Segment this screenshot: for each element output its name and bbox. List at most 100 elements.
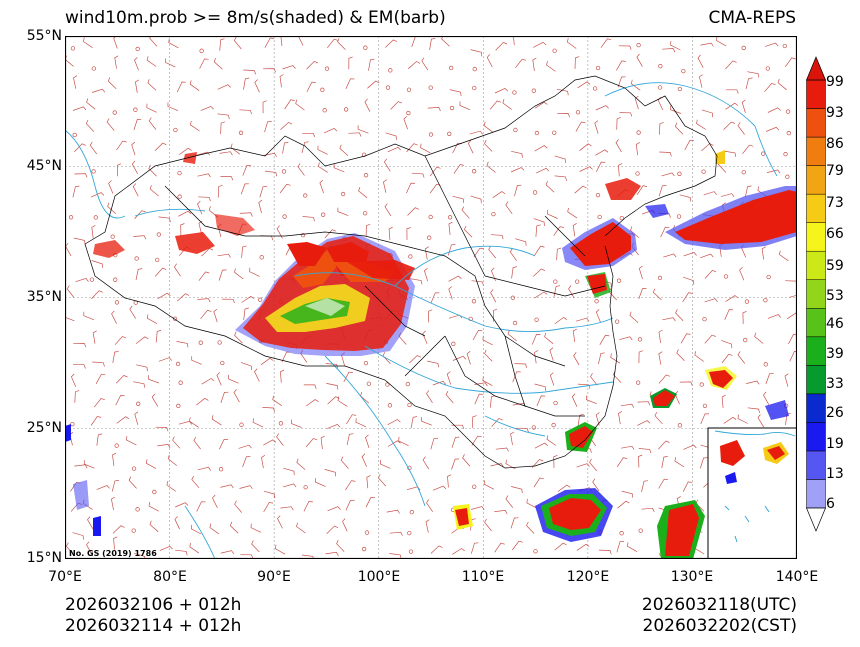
- calm-circle: [635, 380, 641, 385]
- wind-barb: [428, 309, 433, 323]
- calm-circle: [657, 85, 663, 90]
- wind-barb: [629, 311, 639, 323]
- wind-barb: [301, 554, 314, 559]
- colorbar-max-extend: [806, 56, 826, 81]
- wind-barb: [361, 453, 367, 467]
- wind-barb: [263, 439, 277, 446]
- calm-circle: [699, 382, 704, 387]
- wind-barb: [514, 363, 528, 368]
- wind-barb: [339, 144, 349, 157]
- calm-circle: [198, 340, 203, 345]
- wind-barb: [617, 76, 626, 88]
- calm-circle: [300, 232, 306, 238]
- wind-barb: [754, 332, 764, 344]
- wind-barb: [725, 102, 739, 110]
- wind-barb: [175, 502, 189, 508]
- wind-barb: [700, 42, 714, 47]
- calm-circle: [91, 169, 96, 174]
- wind-barb: [116, 140, 127, 151]
- wind-barb: [429, 37, 436, 51]
- wind-barb: [683, 276, 695, 285]
- wind-barb: [92, 330, 97, 344]
- calm-circle: [702, 403, 708, 409]
- wind-barb: [627, 542, 638, 553]
- colorbar-swatch: [806, 479, 826, 509]
- wind-barb: [263, 152, 277, 157]
- wind-barb: [554, 542, 567, 551]
- wind-barb: [213, 57, 223, 70]
- wind-barb: [317, 145, 328, 155]
- wind-barb: [133, 118, 142, 131]
- wind-barb: [83, 460, 95, 469]
- calm-circle: [636, 130, 641, 135]
- wind-barb: [263, 68, 276, 73]
- calm-circle: [114, 443, 119, 448]
- wind-barb: [491, 418, 503, 427]
- wind-barb: [744, 185, 752, 198]
- colorbar-label-53: 53: [826, 288, 844, 304]
- wind-barb: [86, 98, 96, 110]
- calm-circle: [534, 130, 540, 136]
- wind-barb: [553, 454, 558, 468]
- wind-barb: [325, 363, 339, 369]
- wind-barb: [635, 142, 640, 156]
- wind-barb: [534, 383, 547, 391]
- wind-barb: [490, 234, 504, 240]
- wind-barb: [489, 100, 502, 110]
- wind-barb: [242, 165, 251, 176]
- calm-circle: [172, 316, 178, 321]
- wind-barb: [451, 424, 465, 430]
- calm-circle: [743, 337, 748, 343]
- calm-circle: [472, 484, 477, 489]
- wind-barb: [201, 378, 215, 385]
- wind-barb: [510, 431, 515, 445]
- calm-circle: [635, 171, 640, 176]
- wind-barb: [512, 540, 523, 551]
- calm-circle: [218, 467, 224, 472]
- wind-barb: [357, 125, 369, 134]
- wind-barb: [222, 298, 235, 304]
- wind-barb: [674, 122, 684, 135]
- wind-barb: [280, 36, 283, 46]
- wind-barb: [616, 457, 628, 468]
- calm-circle: [177, 170, 182, 176]
- lat-label-45: 45°N: [26, 158, 62, 174]
- wind-barb: [680, 333, 691, 344]
- wind-barb: [615, 139, 622, 153]
- wind-barb: [86, 541, 93, 555]
- wind-barb: [484, 349, 493, 362]
- wind-barb: [217, 84, 231, 90]
- wind-barb: [724, 309, 734, 320]
- wind-barb: [725, 89, 739, 94]
- colorbar-label-6: 6: [826, 496, 835, 512]
- wind-barb: [618, 163, 623, 177]
- wind-barb: [638, 448, 652, 454]
- wind-barb: [379, 459, 391, 469]
- wind-barb: [233, 389, 240, 403]
- wind-barb: [390, 101, 403, 110]
- calm-circle: [178, 380, 183, 385]
- calm-circle: [91, 66, 97, 71]
- wind-barb: [406, 143, 418, 153]
- wind-barb: [345, 480, 356, 491]
- wind-barb: [333, 163, 345, 173]
- wind-barb: [73, 364, 86, 369]
- wind-barb: [470, 195, 482, 204]
- wind-barb: [432, 485, 447, 491]
- wind-barb: [230, 143, 241, 155]
- wind-barb: [459, 101, 471, 111]
- wind-barb: [387, 440, 401, 447]
- calm-circle: [406, 87, 412, 92]
- wind-barb: [595, 161, 606, 173]
- wind-barb: [275, 544, 286, 555]
- wind-barb: [638, 350, 644, 364]
- wind-barb: [490, 463, 504, 468]
- wind-barb: [557, 484, 571, 492]
- wind-barb: [276, 433, 284, 446]
- wind-barb: [72, 532, 84, 540]
- wind-barb: [407, 61, 421, 70]
- wind-barb: [789, 294, 797, 298]
- wind-barb: [598, 549, 612, 555]
- wind-barb: [89, 141, 98, 155]
- calm-circle: [447, 215, 453, 220]
